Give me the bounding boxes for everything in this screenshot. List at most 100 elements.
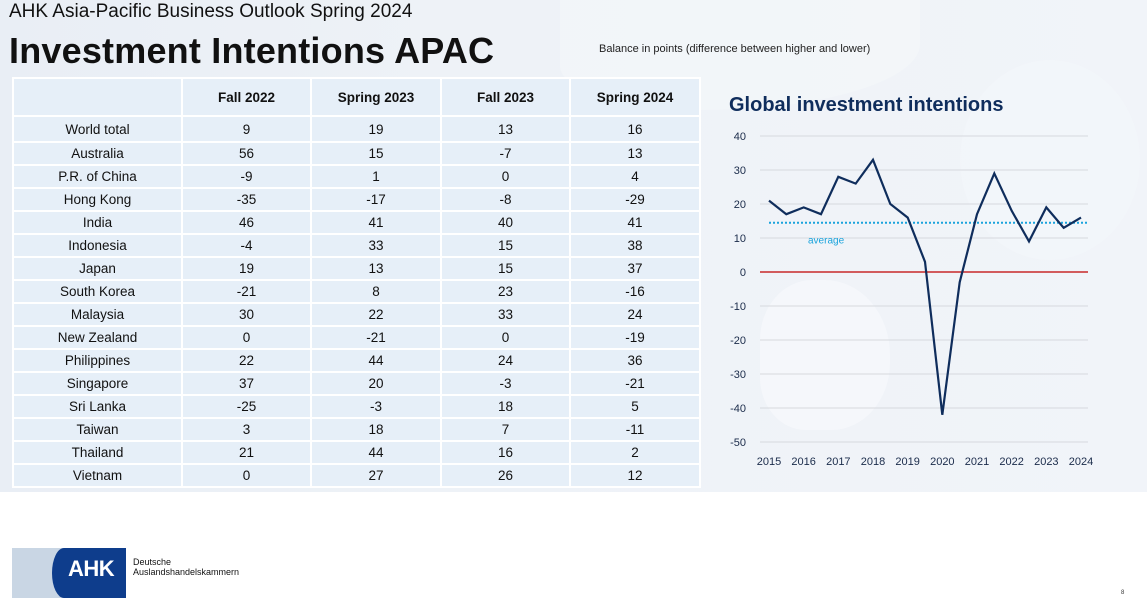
- table-row: Indonesia -4 33 15 38: [12, 233, 701, 258]
- value-cell: 19: [310, 115, 442, 143]
- series-line: [768, 157, 1082, 415]
- x-tick-label: 2023: [1034, 456, 1058, 468]
- table-row: Vietnam 0 27 26 12: [12, 463, 701, 488]
- value-cell: 37: [569, 256, 701, 281]
- country-cell: Malaysia: [12, 302, 183, 327]
- y-tick-label: 10: [734, 233, 746, 245]
- value-cell: 18: [310, 417, 442, 442]
- value-cell: -21: [310, 325, 442, 350]
- value-cell: 44: [310, 348, 442, 373]
- table-row: Japan 19 13 15 37: [12, 256, 701, 281]
- value-cell: -21: [181, 279, 312, 304]
- value-cell: 0: [181, 463, 312, 488]
- value-cell: 41: [569, 210, 701, 235]
- value-cell: 22: [310, 302, 442, 327]
- x-tick-label: 2015: [757, 456, 781, 468]
- value-cell: 20: [310, 371, 442, 396]
- value-cell: 15: [310, 141, 442, 166]
- value-cell: 26: [440, 463, 571, 488]
- value-cell: 36: [569, 348, 701, 373]
- table-row: Taiwan 3 18 7 -11: [12, 417, 701, 442]
- value-cell: 1: [310, 164, 442, 189]
- value-cell: 9: [181, 115, 312, 143]
- org-name-line2: Auslandshandelskammern: [133, 567, 240, 577]
- table-row: Australia 56 15 -7 13: [12, 141, 701, 166]
- country-cell: P.R. of China: [12, 164, 183, 189]
- country-cell: South Korea: [12, 279, 183, 304]
- country-cell: Hong Kong: [12, 187, 183, 212]
- country-cell: Thailand: [12, 440, 183, 465]
- page-title: Investment Intentions APAC: [9, 30, 495, 71]
- value-cell: -11: [569, 417, 701, 442]
- value-cell: -9: [181, 164, 312, 189]
- value-cell: 0: [181, 325, 312, 350]
- value-cell: 38: [569, 233, 701, 258]
- x-tick-label: 2024: [1069, 456, 1093, 468]
- chart-title: Global investment intentions: [729, 94, 1004, 116]
- y-tick-label: 20: [734, 199, 746, 211]
- y-tick-label: -30: [730, 369, 746, 381]
- value-cell: 33: [310, 233, 442, 258]
- org-name: Deutsche Auslandshandelskammern: [133, 557, 239, 577]
- value-cell: 12: [569, 463, 701, 488]
- value-cell: -16: [569, 279, 701, 304]
- country-cell: Philippines: [12, 348, 183, 373]
- value-cell: 16: [569, 115, 701, 143]
- value-cell: 7: [440, 417, 571, 442]
- value-cell: 13: [440, 115, 571, 143]
- ahk-logo: AHK: [12, 548, 126, 598]
- value-cell: 2: [569, 440, 701, 465]
- value-cell: -21: [569, 371, 701, 396]
- value-cell: 16: [440, 440, 571, 465]
- value-cell: -17: [310, 187, 442, 212]
- y-tick-label: -10: [730, 301, 746, 313]
- value-cell: -29: [569, 187, 701, 212]
- table-row: New Zealand 0 -21 0 -19: [12, 325, 701, 350]
- x-tick-label: 2017: [826, 456, 850, 468]
- country-cell: India: [12, 210, 183, 235]
- country-cell: Australia: [12, 141, 183, 166]
- value-cell: -3: [310, 394, 442, 419]
- value-cell: 4: [569, 164, 701, 189]
- value-cell: 13: [310, 256, 442, 281]
- column-header: Spring 2024: [569, 77, 701, 117]
- value-cell: 13: [569, 141, 701, 166]
- value-cell: 37: [181, 371, 312, 396]
- x-tick-label: 2020: [930, 456, 954, 468]
- y-tick-label: -20: [730, 335, 746, 347]
- table-row: World total 9 19 13 16: [12, 115, 701, 143]
- investment-table: Fall 2022 Spring 2023 Fall 2023 Spring 2…: [12, 77, 701, 488]
- table-header-row: Fall 2022 Spring 2023 Fall 2023 Spring 2…: [12, 77, 701, 117]
- average-label: average: [808, 236, 845, 247]
- page-number: 8: [1121, 590, 1125, 596]
- value-cell: -7: [440, 141, 571, 166]
- value-cell: 5: [569, 394, 701, 419]
- country-cell: World total: [12, 115, 183, 143]
- value-cell: 8: [310, 279, 442, 304]
- x-tick-label: 2019: [895, 456, 919, 468]
- country-cell: Sri Lanka: [12, 394, 183, 419]
- value-cell: -35: [181, 187, 312, 212]
- table-row: Malaysia 30 22 33 24: [12, 302, 701, 327]
- table-row: Thailand 21 44 16 2: [12, 440, 701, 465]
- column-header: [12, 77, 183, 117]
- x-tick-label: 2016: [791, 456, 815, 468]
- country-cell: Indonesia: [12, 233, 183, 258]
- y-tick-label: 40: [734, 131, 746, 143]
- value-cell: 33: [440, 302, 571, 327]
- country-cell: Vietnam: [12, 463, 183, 488]
- table-row: Philippines 22 44 24 36: [12, 348, 701, 373]
- column-header: Spring 2023: [310, 77, 442, 117]
- value-cell: -19: [569, 325, 701, 350]
- value-cell: 15: [440, 233, 571, 258]
- value-cell: 3: [181, 417, 312, 442]
- value-cell: 40: [440, 210, 571, 235]
- value-cell: 27: [310, 463, 442, 488]
- value-cell: 21: [181, 440, 312, 465]
- value-cell: -25: [181, 394, 312, 419]
- logo-block: [64, 548, 126, 598]
- column-header: Fall 2023: [440, 77, 571, 117]
- value-cell: 24: [569, 302, 701, 327]
- background-map-shape: [760, 280, 890, 430]
- value-cell: 41: [310, 210, 442, 235]
